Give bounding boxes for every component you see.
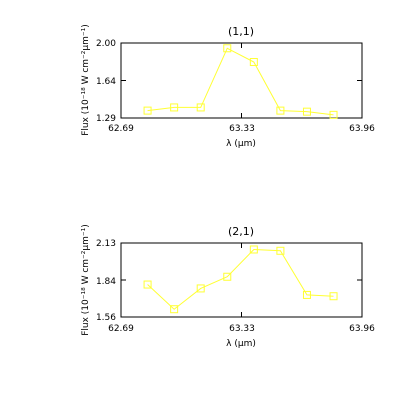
data-point — [276, 246, 285, 255]
data-point — [329, 110, 338, 119]
x-tick-label: 62.69 — [108, 124, 134, 134]
data-point — [329, 292, 338, 301]
data-point — [249, 245, 258, 254]
chart-panel-1: (1,1) 62.69 63.33 63.96 1.29 1.64 2.00 λ… — [81, 24, 375, 149]
data-point — [170, 305, 179, 314]
x-tick-label: 63.33 — [229, 124, 255, 134]
data-point — [196, 284, 205, 293]
data-point — [143, 280, 152, 289]
y-tick-label: 1.29 — [96, 114, 116, 124]
y-tick-label: 1.56 — [96, 313, 116, 323]
data-point — [223, 44, 232, 53]
data-point — [170, 103, 179, 112]
series-1 — [143, 245, 338, 314]
x-tick-label: 63.33 — [229, 324, 255, 334]
plot-frame — [120, 42, 363, 119]
axis-ticks — [120, 42, 363, 119]
data-point — [302, 107, 311, 116]
data-point — [302, 290, 311, 299]
y-tick-label: 2.13 — [96, 239, 116, 249]
x-tick-label: 63.96 — [349, 124, 375, 134]
x-tick-label: 62.69 — [108, 324, 134, 334]
chart-title: (2,1) — [228, 225, 254, 238]
data-point — [249, 58, 258, 67]
y-axis-label: Flux (10⁻¹⁸ W cm⁻²μm⁻¹) — [81, 224, 91, 336]
data-point — [143, 106, 152, 115]
x-tick-label: 63.96 — [349, 324, 375, 334]
x-axis-label: λ (μm) — [226, 339, 256, 349]
chart-title: (1,1) — [228, 25, 254, 38]
series-line — [147, 47, 334, 116]
x-axis-label: λ (μm) — [226, 139, 256, 149]
y-tick-label: 1.64 — [96, 77, 116, 87]
plot-frame — [120, 242, 363, 318]
axis-ticks — [120, 242, 363, 318]
y-axis-label: Flux (10⁻¹⁸ W cm⁻²μm⁻¹) — [81, 24, 91, 136]
data-point — [196, 103, 205, 112]
y-tick-label: 2.00 — [96, 39, 116, 49]
data-point — [223, 272, 232, 281]
series-line — [147, 248, 334, 310]
data-point — [276, 106, 285, 115]
series-1 — [143, 44, 338, 119]
chart-panel-2: (2,1) 62.69 63.33 63.96 1.56 1.84 2.13 λ… — [81, 224, 375, 349]
y-tick-label: 1.84 — [96, 277, 116, 287]
